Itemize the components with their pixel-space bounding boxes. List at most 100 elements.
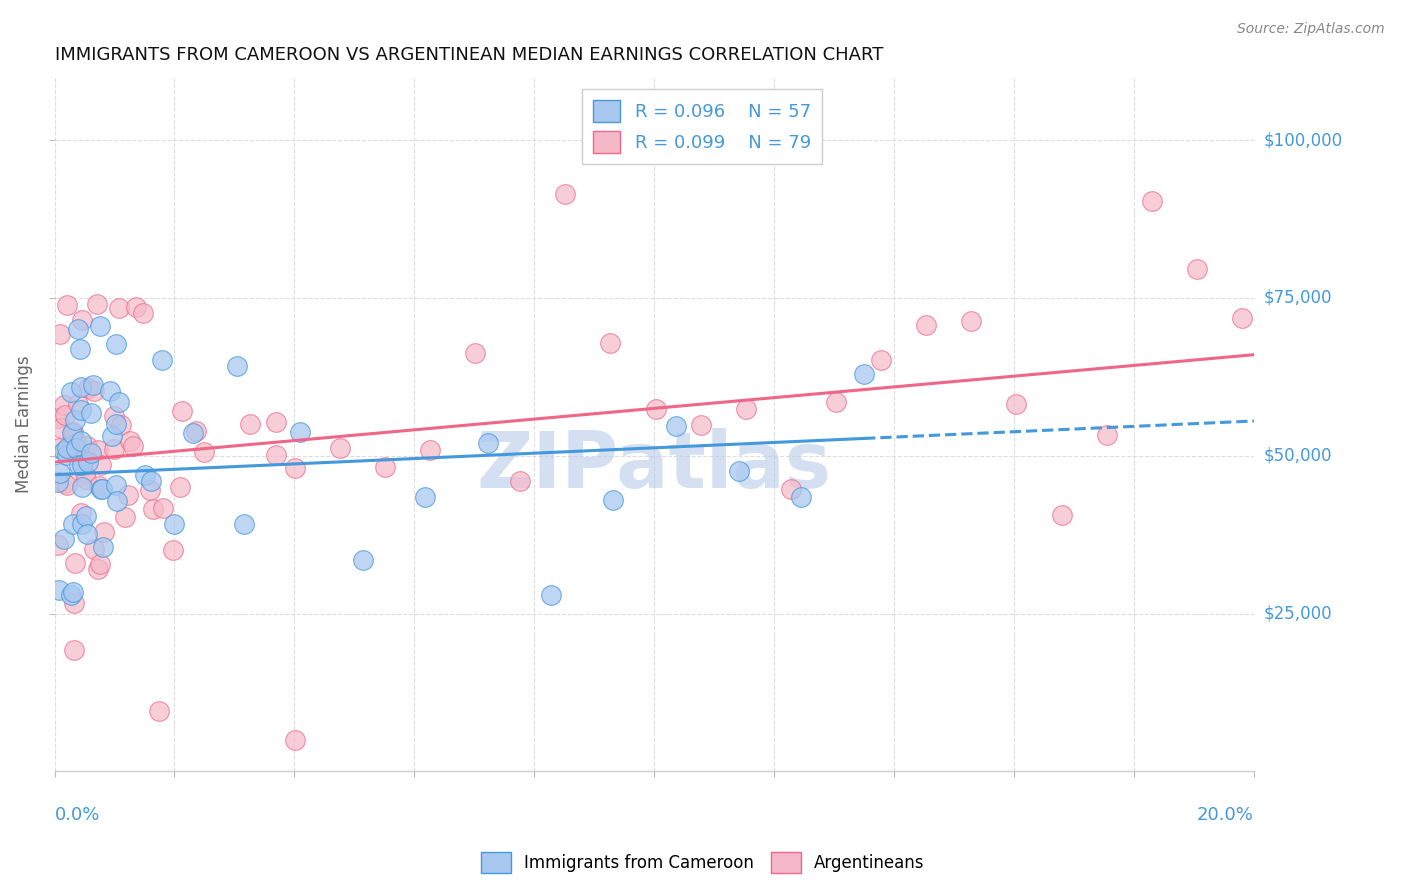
Point <box>540 588 562 602</box>
Point <box>114 510 136 524</box>
Point <box>105 477 128 491</box>
Point <box>599 335 621 350</box>
Point <box>602 493 624 508</box>
Point <box>87 443 110 458</box>
Text: $25,000: $25,000 <box>1264 605 1331 623</box>
Point <box>62 585 84 599</box>
Point <box>70 480 93 494</box>
Point <box>1095 428 1118 442</box>
Point <box>89 319 111 334</box>
Text: ZIPatlas: ZIPatlas <box>477 428 832 504</box>
Point <box>67 458 90 472</box>
Text: IMMIGRANTS FROM CAMEROON VS ARGENTINEAN MEDIAN EARNINGS CORRELATION CHART: IMMIGRANTS FROM CAMEROON VS ARGENTINEAN … <box>55 46 883 64</box>
Point <box>509 474 531 488</box>
Point <box>69 342 91 356</box>
Point <box>960 314 983 328</box>
Text: $50,000: $50,000 <box>1264 447 1331 465</box>
Point <box>152 500 174 515</box>
Point <box>870 352 893 367</box>
Point <box>100 429 122 443</box>
Point <box>60 588 83 602</box>
Point <box>73 467 96 481</box>
Point <box>70 313 93 327</box>
Point <box>62 427 84 442</box>
Point <box>82 378 104 392</box>
Point <box>103 409 125 423</box>
Point <box>63 413 86 427</box>
Point <box>163 516 186 531</box>
Point <box>69 506 91 520</box>
Point <box>790 491 813 505</box>
Point <box>665 418 688 433</box>
Point <box>70 516 93 531</box>
Point <box>134 468 156 483</box>
Text: $100,000: $100,000 <box>1264 131 1343 149</box>
Point <box>727 464 749 478</box>
Point <box>53 475 76 490</box>
Point <box>90 482 112 496</box>
Point <box>52 443 75 458</box>
Point <box>76 526 98 541</box>
Point <box>56 478 79 492</box>
Point <box>98 384 121 399</box>
Point <box>46 410 69 425</box>
Point <box>915 318 938 333</box>
Point <box>117 488 139 502</box>
Point <box>121 439 143 453</box>
Point <box>56 448 79 462</box>
Point <box>779 482 801 496</box>
Point <box>80 446 103 460</box>
Point <box>105 494 128 508</box>
Point <box>110 417 132 432</box>
Point <box>186 425 208 439</box>
Text: 0.0%: 0.0% <box>55 806 100 824</box>
Text: 20.0%: 20.0% <box>1197 806 1254 824</box>
Point <box>46 475 69 490</box>
Point <box>105 417 128 431</box>
Point <box>62 426 84 441</box>
Point <box>1185 262 1208 277</box>
Point <box>734 401 756 416</box>
Point <box>329 441 352 455</box>
Point <box>108 301 131 315</box>
Point <box>233 517 256 532</box>
Point <box>80 406 103 420</box>
Point <box>70 403 93 417</box>
Point <box>352 553 374 567</box>
Point <box>419 443 441 458</box>
Point <box>53 398 76 412</box>
Point <box>107 394 129 409</box>
Point <box>89 557 111 571</box>
Point <box>56 298 79 312</box>
Point <box>59 439 82 453</box>
Point <box>120 434 142 449</box>
Point <box>103 442 125 457</box>
Point <box>139 474 162 488</box>
Point <box>53 408 76 422</box>
Point <box>644 401 666 416</box>
Point <box>288 425 311 439</box>
Point <box>181 425 204 440</box>
Point <box>49 421 72 435</box>
Y-axis label: Median Earnings: Median Earnings <box>15 355 32 493</box>
Point <box>53 532 76 546</box>
Point <box>142 501 165 516</box>
Point <box>104 336 127 351</box>
Point <box>238 417 260 432</box>
Point <box>86 297 108 311</box>
Point <box>139 483 162 497</box>
Point <box>49 326 72 341</box>
Point <box>76 381 98 395</box>
Point <box>49 467 72 481</box>
Point <box>150 353 173 368</box>
Point <box>89 479 111 493</box>
Point <box>264 448 287 462</box>
Point <box>65 441 87 455</box>
Point <box>83 542 105 557</box>
Point <box>266 415 288 429</box>
Point <box>90 458 112 473</box>
Point <box>67 322 90 336</box>
Point <box>1230 311 1253 326</box>
Point <box>63 556 86 570</box>
Point <box>75 508 97 523</box>
